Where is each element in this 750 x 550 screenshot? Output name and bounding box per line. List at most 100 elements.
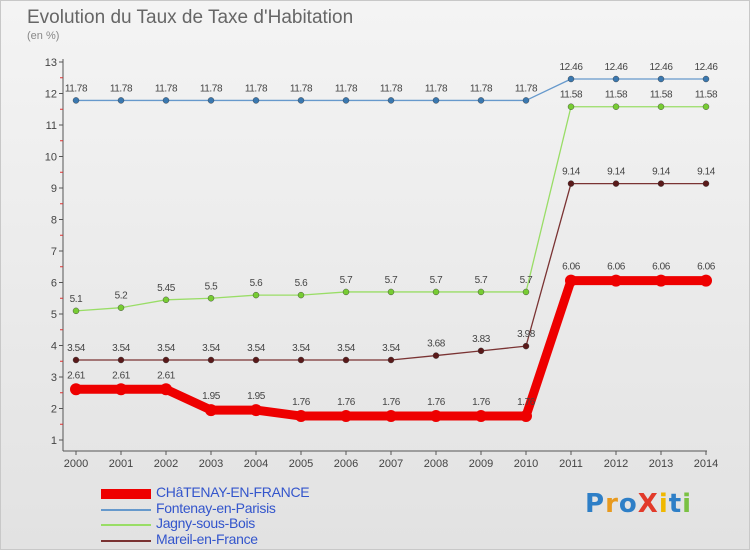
y-tick-label: 11 xyxy=(46,120,57,132)
data-label: 9.14 xyxy=(607,167,626,178)
data-point xyxy=(657,180,665,187)
data-point xyxy=(477,97,485,104)
data-label: 5.5 xyxy=(205,281,219,292)
data-label: 9.14 xyxy=(697,167,716,178)
data-point xyxy=(522,342,530,350)
data-point xyxy=(295,410,307,423)
data-point xyxy=(430,410,442,423)
data-point xyxy=(657,75,665,83)
data-point xyxy=(297,356,305,364)
data-label: 11.78 xyxy=(65,83,88,94)
data-point xyxy=(162,97,170,104)
data-label: 2.61 xyxy=(67,370,86,381)
chart-subtitle: (en %) xyxy=(27,30,60,42)
data-label: 3.54 xyxy=(337,343,356,354)
data-label: 11.78 xyxy=(110,83,133,94)
logo-letter: o xyxy=(618,489,638,519)
data-label: 3.54 xyxy=(247,343,266,354)
logo-letter: P xyxy=(585,489,606,519)
data-label: 5.7 xyxy=(520,275,534,286)
data-label: 5.6 xyxy=(250,278,264,289)
chart-title: Evolution du Taux de Taxe d'Habitation xyxy=(27,7,354,28)
x-tick-label: 2004 xyxy=(244,458,268,470)
data-point xyxy=(342,288,350,296)
data-label: 5.7 xyxy=(430,275,444,286)
data-label: 3.83 xyxy=(472,334,491,345)
data-point xyxy=(432,352,440,359)
x-tick-label: 2013 xyxy=(649,458,673,470)
data-point xyxy=(610,274,622,287)
x-tick-label: 2001 xyxy=(109,458,133,470)
logo-letter: i xyxy=(682,489,693,519)
data-label: 11.58 xyxy=(605,90,628,101)
data-label: 2.61 xyxy=(157,370,176,381)
legend-item: Fontenay-en-Parisis xyxy=(101,500,361,517)
data-label: 11.78 xyxy=(335,83,358,94)
data-label: 12.46 xyxy=(604,62,628,73)
data-point xyxy=(205,404,217,417)
legend-item: Mareil-en-France xyxy=(101,531,361,548)
x-tick-label: 2006 xyxy=(334,458,358,470)
legend-item: CHâTENAY-EN-FRANCE xyxy=(101,484,361,501)
data-label: 3.98 xyxy=(517,329,536,340)
logo-letter: t xyxy=(668,489,683,519)
data-point xyxy=(522,97,530,104)
data-label: 11.78 xyxy=(470,83,493,94)
data-point xyxy=(612,75,620,83)
x-tick-label: 2003 xyxy=(199,458,223,470)
data-point xyxy=(207,97,215,104)
x-tick-label: 2014 xyxy=(694,458,718,470)
data-point xyxy=(117,356,125,364)
data-point xyxy=(252,97,260,104)
data-point xyxy=(477,347,485,355)
legend-swatch xyxy=(101,540,151,542)
data-point xyxy=(72,97,80,104)
data-point xyxy=(387,97,395,104)
data-label: 11.78 xyxy=(515,83,538,94)
data-label: 11.58 xyxy=(560,90,583,101)
x-tick-label: 2005 xyxy=(289,458,313,470)
data-label: 12.46 xyxy=(559,62,583,73)
data-point xyxy=(567,103,575,110)
legend-swatch xyxy=(101,489,151,499)
data-point xyxy=(297,291,305,299)
data-label: 2.61 xyxy=(112,370,131,381)
proxiti-logo: ProXiti xyxy=(585,489,692,519)
y-tick-label: 13 xyxy=(45,57,57,69)
data-label: 11.58 xyxy=(695,90,718,101)
data-label: 11.78 xyxy=(425,83,448,94)
data-label: 11.78 xyxy=(200,83,223,94)
data-point xyxy=(567,180,575,187)
x-tick-label: 2007 xyxy=(379,458,403,470)
y-tick-label: 7 xyxy=(51,246,57,258)
data-label: 12.46 xyxy=(649,62,673,73)
data-label: 11.78 xyxy=(290,83,313,94)
data-label: 6.06 xyxy=(562,262,581,273)
data-point xyxy=(612,180,620,187)
data-label: 11.78 xyxy=(155,83,178,94)
data-label: 5.7 xyxy=(340,275,354,286)
x-tick-label: 2012 xyxy=(604,458,628,470)
data-label: 9.14 xyxy=(652,167,671,178)
data-label: 5.1 xyxy=(70,294,84,305)
data-point xyxy=(117,304,125,311)
data-point xyxy=(522,288,530,296)
data-label: 5.2 xyxy=(115,291,129,302)
legend-label: Mareil-en-France xyxy=(156,531,258,547)
x-tick-label: 2010 xyxy=(514,458,538,470)
data-point xyxy=(702,103,710,110)
y-tick-label: 2 xyxy=(51,404,57,416)
data-label: 6.06 xyxy=(652,262,671,273)
data-label: 6.06 xyxy=(697,262,716,273)
y-tick-label: 9 xyxy=(51,183,57,195)
data-label: 5.6 xyxy=(295,278,309,289)
legend-item: Jagny-sous-Bois xyxy=(101,515,361,532)
data-point xyxy=(72,307,80,315)
data-label: 1.76 xyxy=(427,397,446,408)
data-point xyxy=(160,383,172,396)
data-label: 3.54 xyxy=(157,343,176,354)
legend-label: CHâTENAY-EN-FRANCE xyxy=(156,484,310,500)
data-label: 1.76 xyxy=(517,397,536,408)
data-point xyxy=(340,410,352,423)
